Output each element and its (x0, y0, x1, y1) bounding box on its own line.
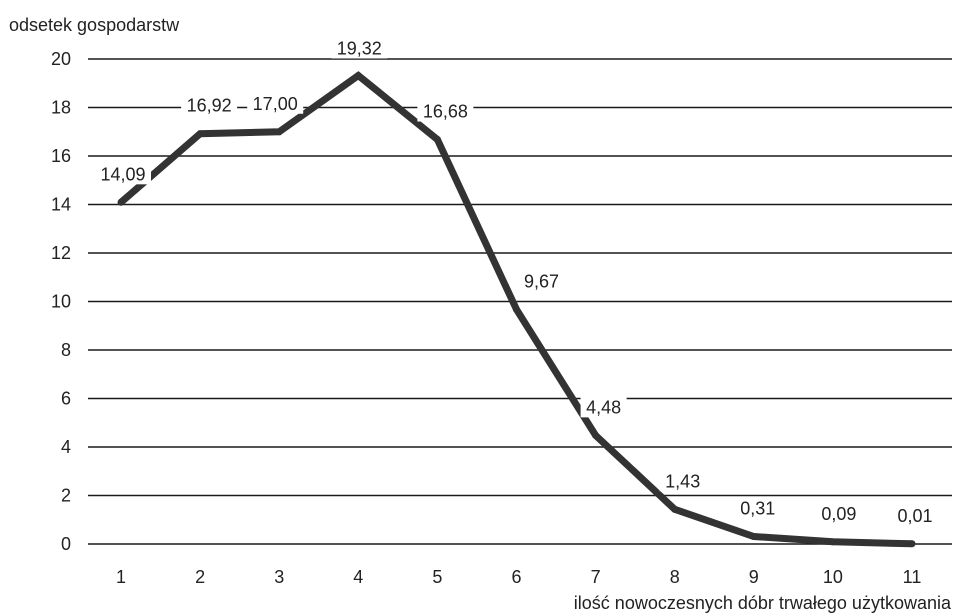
data-point (117, 198, 125, 206)
data-label-bg (331, 38, 388, 59)
data-label: 9,67 (524, 272, 559, 292)
x-tick-label: 9 (749, 567, 759, 587)
x-axis-title: ilość nowoczesnych dóbr trwałego użytkow… (574, 593, 952, 613)
data-point (354, 71, 362, 79)
data-label-bg (815, 503, 862, 524)
x-tick-label: 2 (195, 567, 205, 587)
y-tick-label: 8 (61, 340, 71, 360)
data-label: 14,09 (100, 164, 145, 184)
x-tick-label: 4 (353, 567, 363, 587)
data-point (750, 532, 758, 540)
y-axis-title: odsetek gospodarstw (9, 15, 180, 35)
data-label: 1,43 (665, 471, 700, 491)
y-tick-label: 18 (51, 98, 71, 118)
x-tick-label: 11 (903, 567, 922, 587)
data-labels: 14,09 16,92 17,00 19,32 16,68 9,67 4,48 1,43 0,3… (95, 38, 938, 526)
data-point (433, 136, 441, 144)
series-layer (117, 71, 916, 548)
data-label-bg (181, 95, 238, 116)
data-point (829, 538, 837, 546)
data-label: 19,32 (337, 38, 382, 58)
y-tick-labels: 0 2 4 6 8 10 12 14 16 18 20 (51, 49, 71, 554)
data-label: 0,09 (821, 504, 856, 524)
x-tick-label: 6 (511, 567, 521, 587)
x-tick-label: 3 (274, 567, 284, 587)
data-label-bg (659, 471, 706, 492)
y-tick-label: 16 (51, 146, 71, 166)
y-tick-label: 14 (51, 195, 71, 215)
data-label: 16,68 (423, 102, 468, 122)
data-label: 0,31 (740, 498, 775, 518)
x-tick-label: 5 (432, 567, 442, 587)
y-tick-label: 2 (61, 486, 71, 506)
y-tick-label: 20 (51, 49, 71, 69)
y-tick-label: 12 (51, 243, 71, 263)
data-point (592, 431, 600, 439)
gridlines (88, 58, 952, 545)
data-point (671, 505, 679, 513)
y-tick-label: 10 (51, 292, 71, 312)
data-label: 4,48 (586, 397, 621, 417)
x-tick-label: 7 (591, 567, 601, 587)
y-tick-label: 0 (61, 534, 71, 554)
data-label-bg (580, 397, 627, 418)
data-point (513, 306, 520, 314)
data-point (275, 128, 283, 136)
data-point (908, 540, 916, 548)
y-tick-label: 4 (61, 437, 71, 457)
y-tick-label: 6 (61, 389, 71, 409)
data-label: 0,01 (897, 506, 932, 526)
data-label-bg (417, 101, 474, 122)
data-label-bg (247, 93, 304, 114)
data-label-bg (734, 498, 781, 519)
data-label-bg (95, 164, 151, 185)
data-label: 17,00 (253, 94, 298, 114)
data-label-bg (518, 271, 565, 292)
data-label-bg (892, 505, 938, 526)
x-tick-label: 8 (670, 567, 680, 587)
data-point (196, 130, 204, 138)
data-label: 16,92 (187, 96, 232, 116)
x-tick-labels: 1 2 3 4 5 6 7 8 9 10 11 (116, 567, 921, 587)
x-tick-label: 10 (823, 567, 843, 587)
x-tick-label: 1 (116, 567, 126, 587)
